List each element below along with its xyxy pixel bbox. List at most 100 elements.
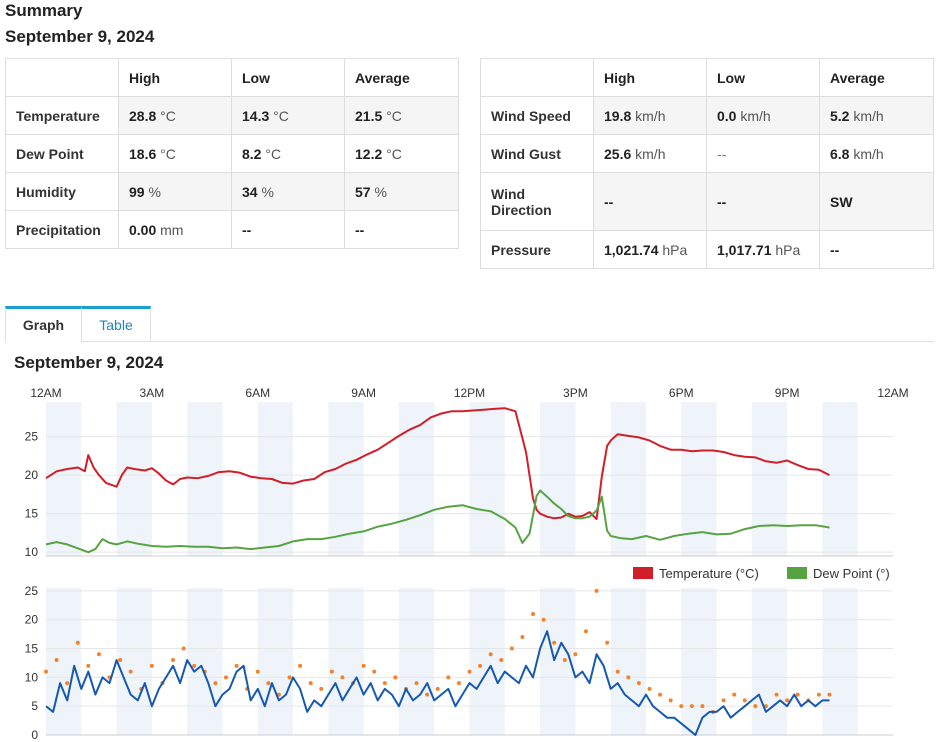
wind-gust-point xyxy=(181,646,186,651)
hour-band xyxy=(328,588,364,735)
hour-band xyxy=(681,588,717,735)
col-header-empty xyxy=(5,58,119,97)
tab-table[interactable]: Table xyxy=(82,306,151,342)
cell-value: -- xyxy=(604,193,614,210)
cell-value: -- xyxy=(717,145,727,162)
tab-graph[interactable]: Graph xyxy=(5,306,82,343)
cell-value: SW xyxy=(830,193,853,210)
row-label: Wind Speed xyxy=(480,96,594,135)
cell-value: -- xyxy=(830,241,840,258)
cell-unit: hPa xyxy=(771,241,801,258)
wind-gust-point xyxy=(44,669,48,674)
cell-value: 19.8 xyxy=(604,107,632,124)
wind-gust-point xyxy=(446,675,451,680)
y-tick-label: 10 xyxy=(25,545,39,559)
cell-value: 12.2 xyxy=(355,145,383,162)
wind-gust-point xyxy=(795,692,800,697)
col-header-average: Average xyxy=(344,58,459,97)
x-tick-label: 12AM xyxy=(877,386,908,400)
table-cell: -- xyxy=(593,172,707,231)
x-tick-label: 12PM xyxy=(454,386,485,400)
wind-gust-point xyxy=(361,663,366,668)
col-header-low: Low xyxy=(231,58,345,97)
table-cell: 14.3 °C xyxy=(231,96,345,135)
cell-value: 18.6 xyxy=(129,145,157,162)
wind-gust-point xyxy=(605,640,610,645)
table-row: Precipitation 0.00 mm -- -- xyxy=(5,210,459,249)
wind-gust-point xyxy=(319,686,324,691)
wind-gust-point xyxy=(774,692,779,697)
wind-gust-point xyxy=(393,675,398,680)
summary-table-right: High Low Average Wind Speed 19.8 km/h 0.0 … xyxy=(480,58,934,269)
wind-gust-point xyxy=(488,652,493,657)
wind-gust-point xyxy=(65,681,70,686)
hour-band xyxy=(751,588,788,735)
hour-band xyxy=(469,402,505,556)
table-cell: 8.2 °C xyxy=(231,134,345,173)
wind-gust-point xyxy=(86,663,91,668)
table-cell: SW xyxy=(819,172,934,231)
cell-value: 6.8 xyxy=(830,145,850,162)
wind-gust-point xyxy=(509,646,514,651)
cell-unit: °C xyxy=(382,145,402,162)
wind-gust-point xyxy=(425,692,430,697)
y-tick-label: 25 xyxy=(25,430,39,444)
cell-value: 57 xyxy=(355,183,371,200)
table-cell: -- xyxy=(344,210,459,249)
hour-band xyxy=(822,402,858,556)
wind-gust-point xyxy=(266,681,271,686)
y-tick-label: 20 xyxy=(25,613,39,627)
hour-band xyxy=(469,588,505,735)
wind-gust-point xyxy=(647,686,652,691)
x-tick-label: 3PM xyxy=(563,386,588,400)
x-tick-label: 6AM xyxy=(245,386,270,400)
cell-value: 25.6 xyxy=(604,145,632,162)
hour-band xyxy=(751,402,788,556)
wind-gust-point xyxy=(583,629,588,634)
hour-band xyxy=(187,588,223,735)
hour-band xyxy=(328,402,364,556)
table-cell: 21.5 °C xyxy=(344,96,459,135)
hour-band xyxy=(398,588,435,735)
cell-unit: °C xyxy=(156,107,176,124)
hour-band xyxy=(257,588,294,735)
table-cell: 12.2 °C xyxy=(344,134,459,173)
wind-gust-point xyxy=(626,675,631,680)
table-cell: 57 % xyxy=(344,172,459,211)
row-label: Dew Point xyxy=(5,134,119,173)
cell-unit: km/h xyxy=(849,107,884,124)
x-tick-label: 9PM xyxy=(775,386,800,400)
wind-gust-point xyxy=(234,663,239,668)
legend-swatch xyxy=(633,567,653,579)
table-cell: -- xyxy=(231,210,345,249)
summary-title: Summary xyxy=(5,1,83,20)
y-tick-label: 15 xyxy=(25,642,39,656)
cell-value: -- xyxy=(242,221,252,238)
wind-gust-point xyxy=(340,675,345,680)
cell-value: 1,017.71 xyxy=(717,241,772,258)
table-cell: 0.00 mm xyxy=(118,210,232,249)
hour-band xyxy=(610,402,646,556)
wind-gust-point xyxy=(615,669,620,674)
wind-gust-point xyxy=(223,675,228,680)
hour-band xyxy=(681,402,717,556)
wind-gust-point xyxy=(414,681,419,686)
row-label: Pressure xyxy=(480,230,594,269)
wind-gust-point xyxy=(467,669,472,674)
cell-value: 0.00 xyxy=(129,221,157,238)
wind-gust-point xyxy=(499,658,504,663)
wind-gust-point xyxy=(287,675,292,680)
wind-gust-point xyxy=(382,681,387,686)
table-cell: 5.2 km/h xyxy=(819,96,934,135)
wind-gust-point xyxy=(636,681,641,686)
legend-label: Dew Point (°) xyxy=(813,566,890,581)
wind-gust-point xyxy=(531,611,536,616)
table-cell: 0.0 km/h xyxy=(706,96,820,135)
x-tick-label: 12AM xyxy=(30,386,61,400)
hour-band xyxy=(46,402,82,556)
cell-unit: hPa xyxy=(658,241,688,258)
row-label: Wind Direction xyxy=(480,172,594,231)
wind-gust-point xyxy=(541,617,546,622)
table-cell: -- xyxy=(819,230,934,269)
hour-band xyxy=(46,588,82,735)
